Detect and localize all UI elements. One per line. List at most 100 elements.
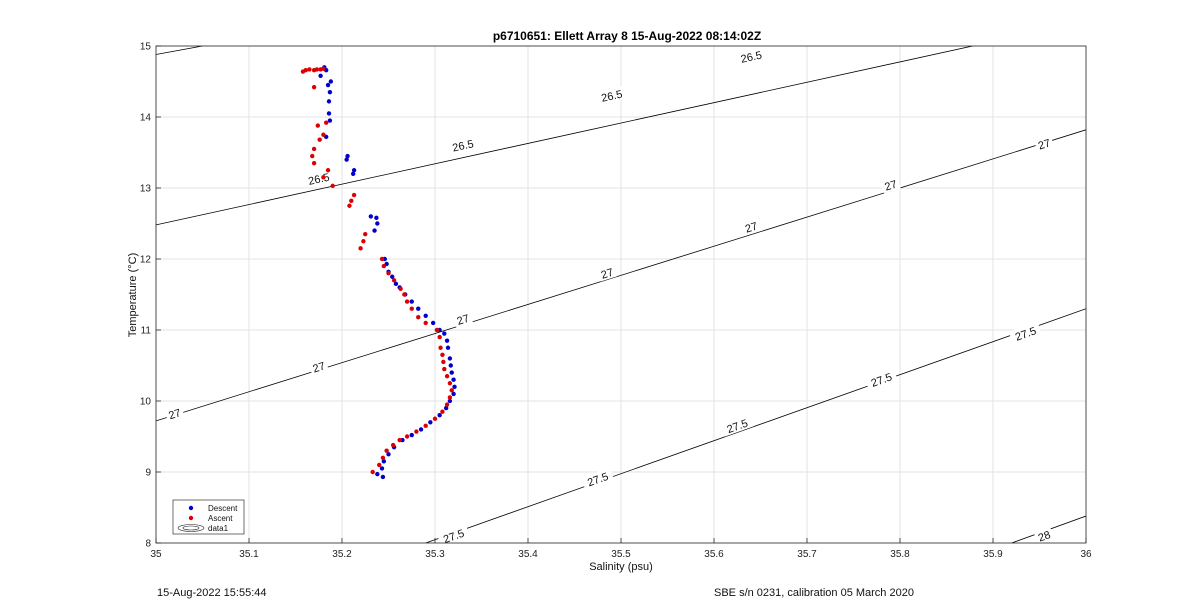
contour-line-27.5 [425,308,1086,543]
descent-point [447,398,453,404]
descent-point [442,331,447,336]
contour-label-backing [596,263,618,282]
axis-ticks: 35 35.1 35.2 35.3 35.4 35.5 35.6 35.7 35.8 35.9 36… [140,42,1092,561]
ascent-point [311,146,317,152]
descent-point [379,466,385,471]
contour-label-backing [436,524,470,547]
ascent-point [311,84,317,90]
density-contours [156,46,1086,543]
contour-label: 27 [883,179,898,194]
contour-label-group: 27 [452,310,473,328]
ascent-point [404,434,410,439]
y-tick-label: 9 [145,468,151,479]
ascent-point [434,327,440,333]
contour-label-backing [1008,321,1042,345]
contour-label: 28 [1037,529,1053,544]
ascent-point [380,455,386,460]
contour-label-backing [720,414,754,437]
legend-contour-icon [177,524,205,532]
contour-label-group: 27.5 [1008,321,1042,345]
x-axis-label: Salinity (psu) [589,561,653,573]
footer-timestamp: 15-Aug-2022 15:55:44 [157,587,267,599]
ascent-point [409,306,414,311]
contour-label-group: 26.5 [302,168,335,188]
ascent-point [447,381,453,386]
ascent-point [397,437,402,443]
contour-label: 27 [456,313,471,328]
contour-label-group: 27.5 [720,414,754,437]
descent-point [449,370,454,375]
contour-label-group: 27.5 [581,467,615,490]
y-tick-label: 15 [140,42,152,53]
contour-label: 27.5 [586,471,610,489]
descent-point [428,420,433,425]
contour-label-backing [595,85,628,105]
ascent-point [325,168,331,173]
descent-point [351,168,357,173]
descent-point [325,82,331,88]
legend-box [172,499,245,535]
descent-point [393,281,399,287]
x-tick-label: 35.7 [797,549,817,560]
ascent-point [321,66,326,71]
contour-label: 26.5 [740,49,763,65]
ascent-point [349,198,354,203]
data-points [300,65,457,480]
descent-point [452,384,457,389]
contour-label: 26.5 [600,89,623,105]
y-tick-label: 12 [140,255,152,266]
contour-label: 27.5 [725,418,749,436]
descent-point [448,363,454,368]
contour-label: 27 [744,220,759,235]
x-tick-label: 35.8 [890,549,910,560]
legend-contour-icon-inner [182,525,200,531]
ascent-point [449,388,454,393]
y-axis-label: Temperature (°C) [127,253,139,337]
ascent-point [311,160,317,166]
ascent-point [440,352,445,358]
descent-point [443,405,449,411]
ascent-point [330,183,335,189]
descent-point [444,338,450,343]
ascent-point [384,448,389,453]
contour-line-26.5 [156,46,203,55]
ascent-point [321,175,326,180]
descent-point [423,313,428,318]
descent-point [409,299,414,304]
ascent-point [398,286,403,292]
x-tick-label: 35.2 [332,549,352,560]
descent-point [430,320,436,326]
descent-point [451,377,456,382]
ascent-point [432,416,438,421]
x-tick-label: 35.6 [704,549,724,560]
ascent-point [444,373,450,379]
legend-descent-marker [188,505,194,511]
ascent-point [303,67,308,73]
footer-calibration: SBE s/n 0231, calibration 05 March 2020 [714,587,914,599]
descent-point [326,99,332,104]
contour-label: 27.5 [1014,325,1038,343]
contour-label-backing [1033,526,1055,545]
contour-label-group: 27 [308,357,329,375]
contour-label-group: 27.5 [436,524,470,547]
contour-line-26.5 [156,46,975,226]
contour-label-backing [740,217,762,236]
descent-point [447,356,453,361]
contour-label-backing [864,368,898,391]
ascent-point [414,429,419,434]
contour-label-group: 27 [1033,134,1055,152]
ascent-point [310,153,315,159]
contour-label: 27 [311,360,326,375]
legend-entry-label: data1 [208,524,229,533]
ascent-point [370,469,375,475]
descent-point [327,89,333,95]
descent-point [326,111,332,116]
ascent-point [379,256,385,262]
chart-title: p6710651: Ellett Array 8 15-Aug-2022 08:… [493,29,761,43]
contour-label: 26.5 [451,138,474,154]
gridlines [155,45,1087,544]
contour-label-group: 27.5 [864,368,898,391]
ascent-point [444,402,450,407]
ascent-point [423,320,428,326]
